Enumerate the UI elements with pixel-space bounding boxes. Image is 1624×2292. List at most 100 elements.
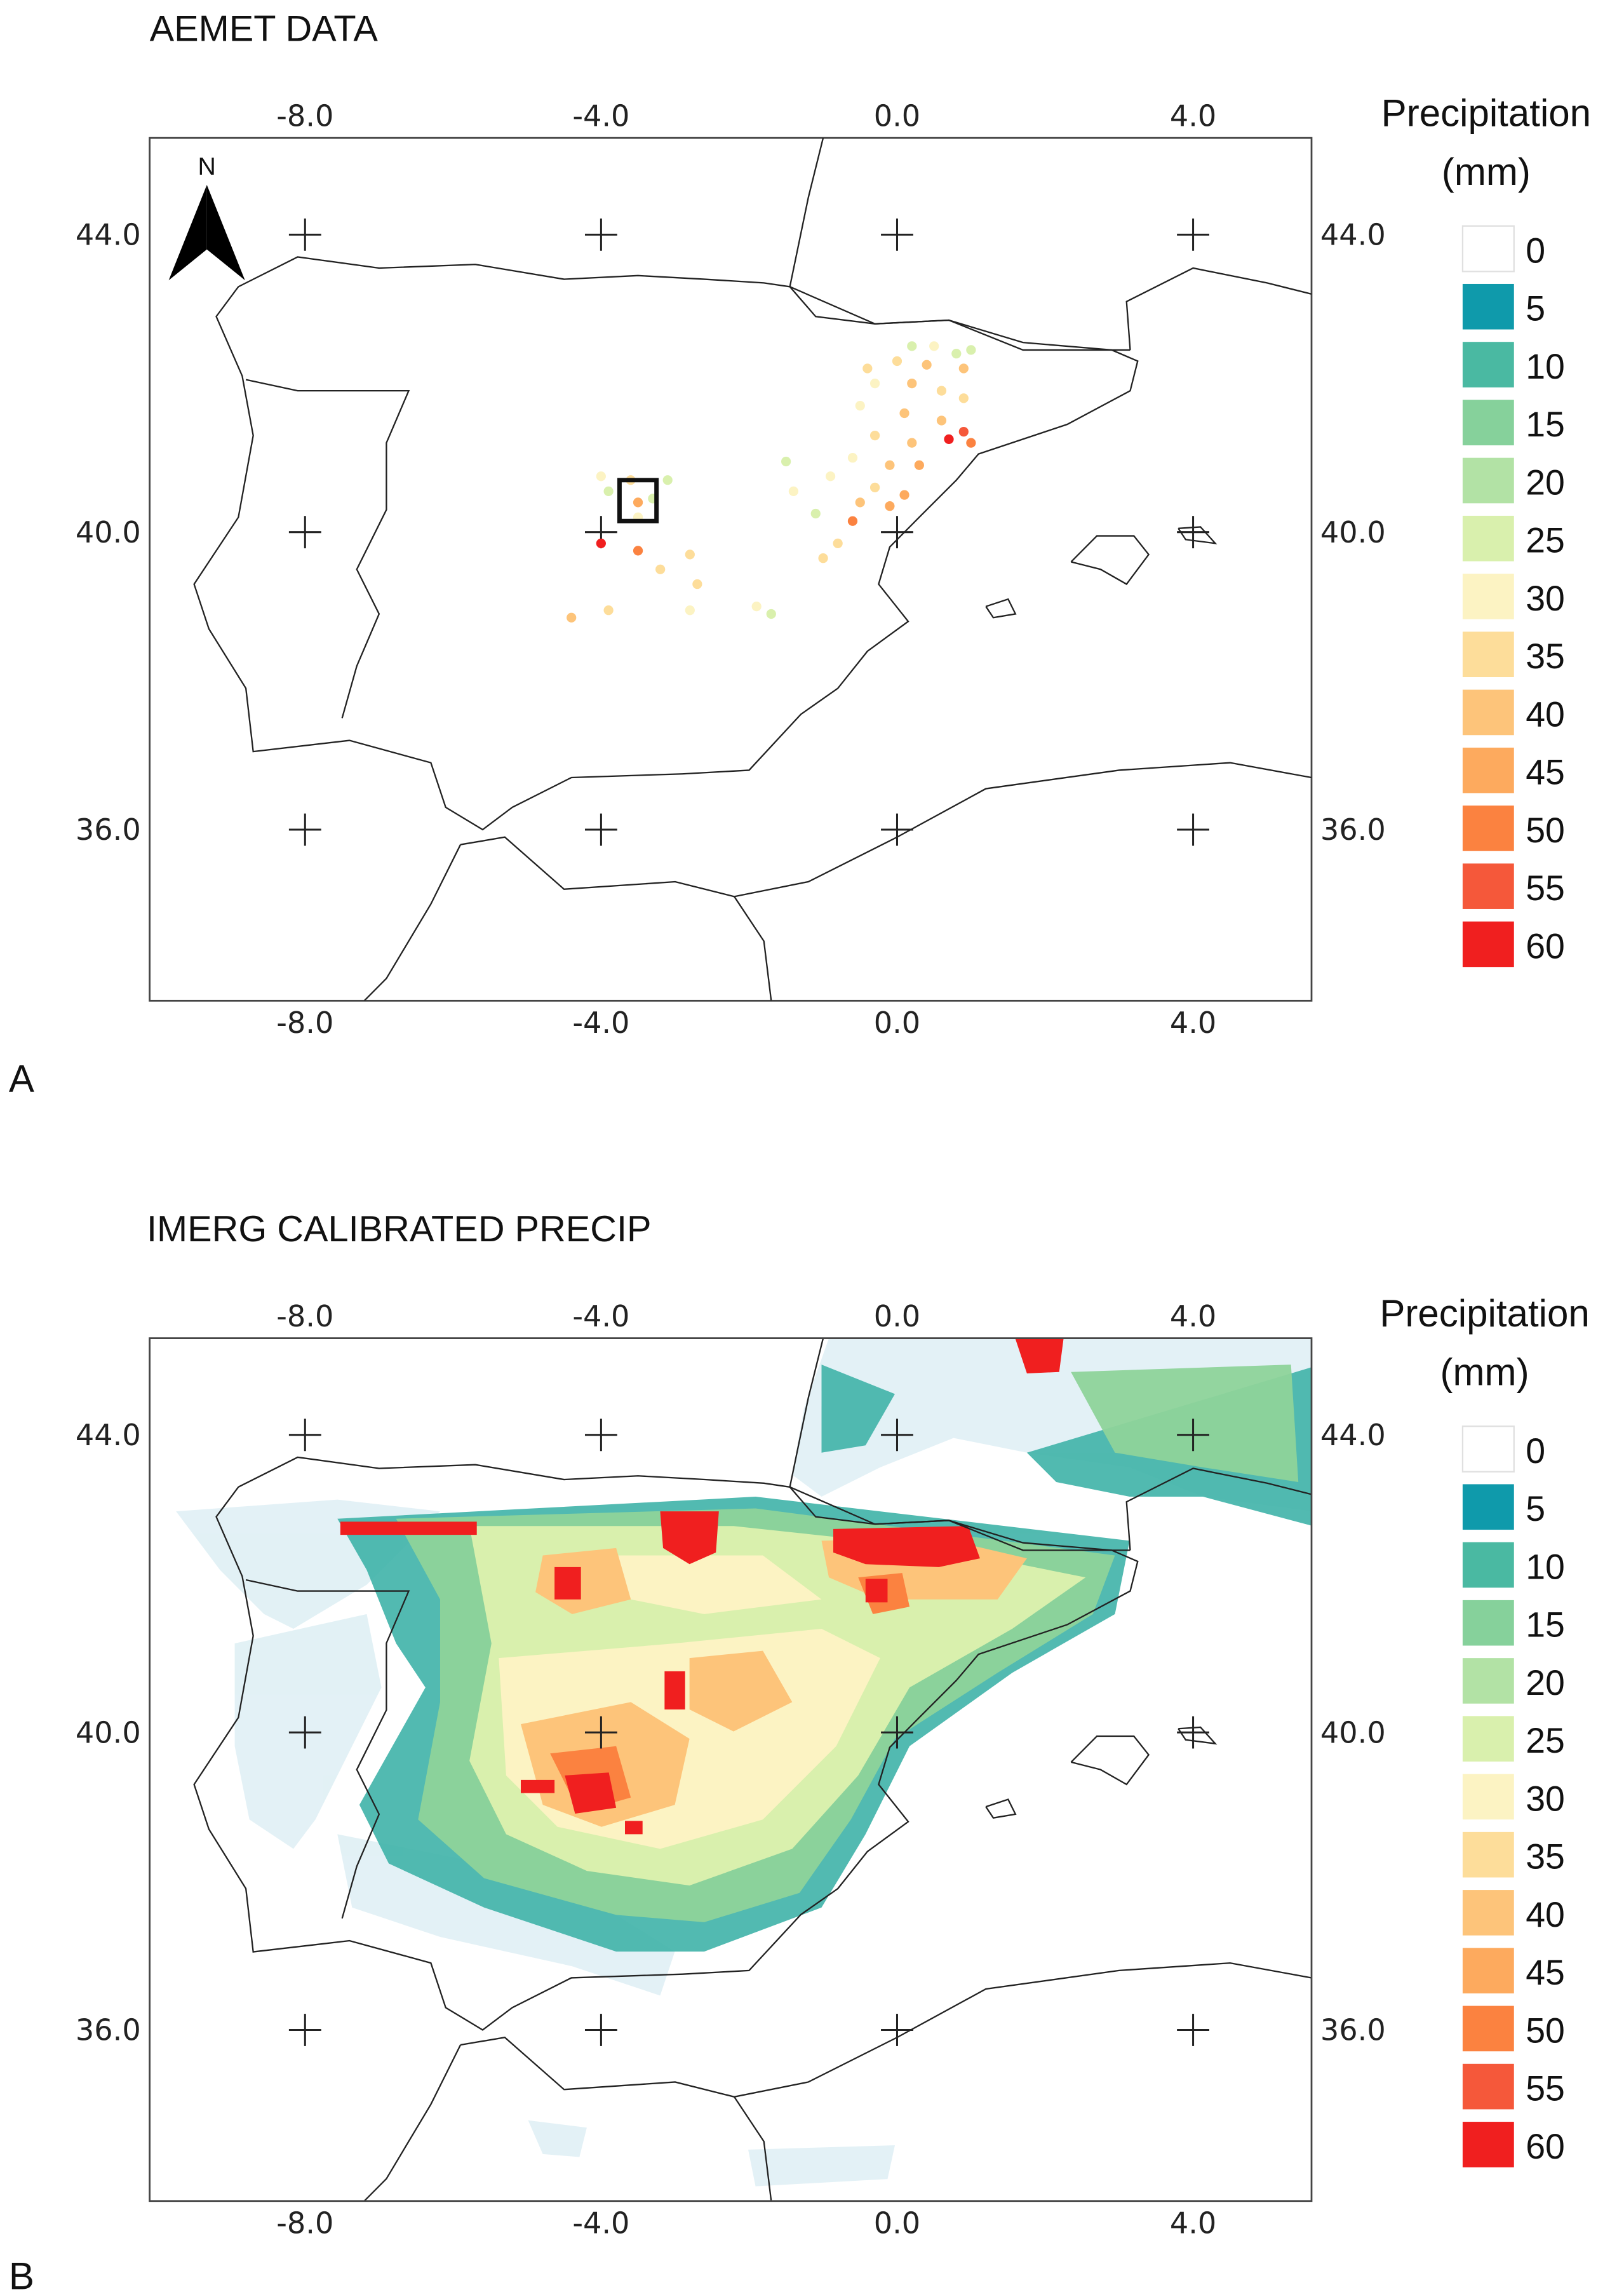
- legend-value-label: 50: [1526, 2011, 1565, 2050]
- legend-swatch: [1462, 574, 1514, 619]
- station-point: [596, 471, 606, 482]
- legend-swatch: [1462, 1716, 1514, 1762]
- coastline-path: [460, 762, 1312, 898]
- graticule-cross: [1177, 2014, 1209, 2046]
- panel-a-x-ticks-top: -8.0 -4.0 0.0 4.0: [276, 99, 1216, 133]
- legend-swatch: [1462, 2122, 1514, 2167]
- station-point: [914, 460, 924, 470]
- legend-swatch: [1461, 1426, 1515, 1473]
- panel-b-map: [149, 1337, 1313, 2202]
- graticule-cross: [1177, 813, 1209, 846]
- panel-a-y-ticks-right: 44.0 40.0 36.0: [1320, 218, 1386, 847]
- legend-swatch: [1462, 400, 1514, 446]
- study-area-box: [617, 478, 659, 523]
- coastline-path: [1070, 535, 1150, 586]
- coastline-path: [245, 1579, 410, 1919]
- station-point: [966, 345, 976, 355]
- legend-value-label: 15: [1526, 1605, 1565, 1645]
- graticule-cross: [881, 2014, 913, 2046]
- graticule-cross: [881, 1716, 913, 1749]
- coastline-path: [985, 1798, 1017, 1819]
- y-tick-label: 40.0: [1320, 515, 1386, 549]
- station-point: [958, 393, 969, 403]
- x-tick-label: 0.0: [874, 1299, 920, 1333]
- panel-a-graticule: [288, 218, 1209, 846]
- legend-swatch: [1462, 1484, 1514, 1530]
- station-point: [847, 453, 858, 463]
- coastline-path: [363, 2044, 462, 2201]
- x-tick-label: -4.0: [572, 99, 629, 133]
- panel-b-x-ticks-bottom: -8.0 -4.0 0.0 4.0: [276, 2206, 1216, 2241]
- legend-swatch: [1462, 631, 1514, 678]
- graticule-cross: [288, 813, 321, 846]
- coastline-path: [985, 598, 1017, 619]
- graticule-cross: [881, 813, 913, 846]
- station-point: [603, 486, 614, 496]
- coastline-path: [734, 2096, 772, 2201]
- panel-a-title: AEMET DATA: [150, 9, 379, 50]
- station-point: [766, 609, 776, 619]
- legend-swatch: [1462, 342, 1514, 388]
- station-point: [788, 486, 799, 496]
- panel-b-precip-field: [176, 1338, 1312, 2201]
- coastline-path: [789, 286, 1131, 351]
- station-point: [936, 415, 947, 426]
- station-point: [685, 549, 695, 560]
- legend-title-line2: (mm): [1442, 151, 1531, 193]
- x-tick-label: 4.0: [1170, 2206, 1216, 2241]
- graticule-cross: [288, 516, 321, 549]
- legend-swatch: [1462, 1831, 1514, 1878]
- station-point: [862, 363, 873, 374]
- coastline-path: [1125, 1467, 1312, 1551]
- legend-swatch: [1462, 1600, 1514, 1646]
- station-point: [899, 408, 909, 419]
- x-tick-label: -8.0: [276, 1299, 333, 1333]
- station-point: [847, 516, 858, 526]
- y-tick-label: 44.0: [76, 218, 141, 252]
- panel-a: AEMET DATA N -8.0 -4.0 0.0 4.0 -8.0 -4.0 0.0 4…: [9, 9, 1591, 1100]
- coastline-path: [734, 896, 772, 1001]
- coastline-path: [460, 1962, 1312, 2098]
- x-tick-label: 4.0: [1170, 1006, 1216, 1040]
- north-label: N: [198, 152, 216, 180]
- legend-value-label: 20: [1526, 462, 1565, 502]
- coastline-path: [193, 256, 1139, 831]
- graticule-cross: [1177, 218, 1209, 251]
- x-tick-label: -4.0: [572, 2206, 629, 2241]
- y-tick-label: 44.0: [1320, 218, 1386, 252]
- x-tick-label: 4.0: [1170, 1299, 1216, 1333]
- y-tick-label: 36.0: [1320, 812, 1386, 847]
- legend-swatch: [1462, 1948, 1514, 1993]
- legend-value-label: 10: [1526, 347, 1565, 386]
- station-point: [662, 475, 673, 485]
- panel-b: IMERG CALIBRATED PRECIP: [9, 1209, 1590, 2292]
- panel-a-stations: [567, 341, 976, 623]
- graticule-cross: [288, 2014, 321, 2046]
- panel-a-y-ticks-left: 44.0 40.0 36.0: [76, 218, 141, 847]
- legend-swatch: [1462, 863, 1514, 909]
- legend-value-label: 40: [1526, 1895, 1565, 1934]
- station-point: [692, 579, 702, 590]
- panel-a-label: A: [9, 1058, 34, 1100]
- station-point: [855, 497, 865, 508]
- station-point: [922, 360, 932, 370]
- x-tick-label: -8.0: [276, 1006, 333, 1040]
- legend-value-label: 50: [1526, 811, 1565, 850]
- panel-b-graticule: [288, 1419, 1209, 2046]
- graticule-cross: [1177, 1419, 1209, 1452]
- station-point: [567, 612, 577, 623]
- panel-b-x-ticks-top: -8.0 -4.0 0.0 4.0: [276, 1299, 1216, 1333]
- graticule-cross: [881, 516, 913, 549]
- x-tick-label: 0.0: [874, 99, 920, 133]
- legend-value-label: 0: [1526, 231, 1545, 270]
- legend-value-label: 60: [1526, 926, 1565, 966]
- legend-value-label: 0: [1526, 1431, 1545, 1471]
- legend-value-label: 20: [1526, 1663, 1565, 1702]
- legend-swatch: [1462, 283, 1514, 330]
- station-point: [885, 460, 895, 470]
- legend-swatch: [1462, 806, 1514, 851]
- legend-title-line1: Precipitation: [1381, 92, 1591, 135]
- legend-value-label: 55: [1526, 2069, 1565, 2108]
- station-point: [944, 434, 954, 444]
